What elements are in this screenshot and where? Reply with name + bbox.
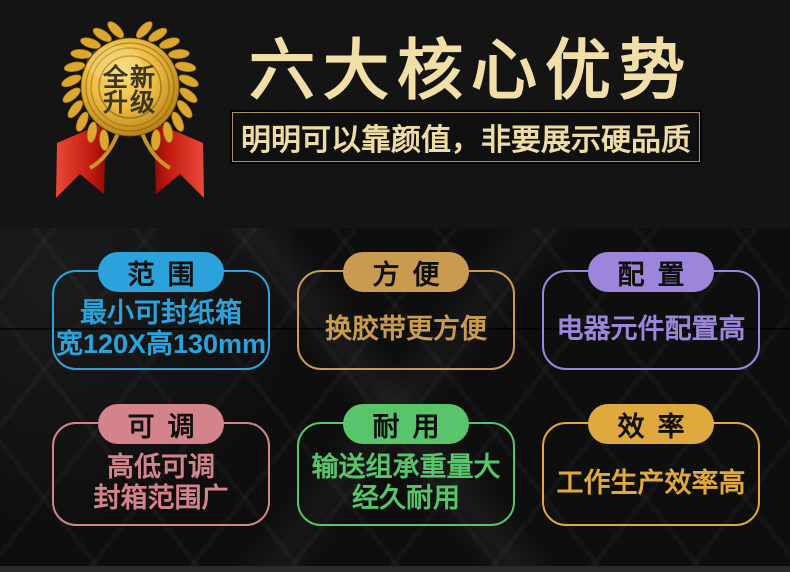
- award-medal-icon: 全新 升级: [56, 18, 204, 198]
- card-label-pill: 效率: [588, 404, 714, 444]
- page-title: 六大核心优势: [249, 33, 693, 107]
- feature-card-adjustable: 可调 高低可调 封箱范围广: [52, 404, 270, 526]
- laurel-wreath-icon: [58, 18, 202, 170]
- card-text-line: 最小可封纸箱: [80, 298, 242, 328]
- background-seam-line: [0, 328, 790, 330]
- card-text-line: 经久耐用: [352, 483, 460, 513]
- card-label-pill: 方便: [343, 252, 469, 292]
- feature-card-range: 范围 最小可封纸箱 宽120X高130mm: [52, 252, 270, 370]
- feature-card-durable: 耐用 输送组承重量大 经久耐用: [297, 404, 515, 526]
- bottom-edge-strip: [0, 566, 790, 572]
- card-label-pill: 耐用: [343, 404, 469, 444]
- feature-card-configuration: 配置 电器元件配置高: [542, 252, 760, 370]
- card-label-pill: 可调: [98, 404, 224, 444]
- card-text-line: 封箱范围广: [93, 483, 229, 513]
- medal-text-line1: 全新: [102, 63, 157, 92]
- feature-card-efficiency: 效率 工作生产效率高: [542, 404, 760, 526]
- feature-card-convenience: 方便 换胶带更方便: [297, 252, 515, 370]
- card-text-line: 高低可调: [107, 452, 215, 482]
- card-text-line: 电器元件配置高: [556, 313, 746, 344]
- card-text-line: 输送组承重量大: [311, 452, 501, 482]
- card-label-pill: 配置: [588, 252, 714, 292]
- card-label-pill: 范围: [98, 252, 224, 292]
- page-subtitle: 明明可以靠颜值，非要展示硬品质: [232, 112, 700, 162]
- card-text-line: 换胶带更方便: [325, 313, 487, 344]
- card-text-line: 宽120X高130mm: [55, 329, 267, 359]
- card-text-line: 工作生产效率高: [556, 467, 746, 498]
- medal-icon: 全新 升级: [80, 37, 180, 137]
- medal-text-line2: 升级: [103, 88, 157, 117]
